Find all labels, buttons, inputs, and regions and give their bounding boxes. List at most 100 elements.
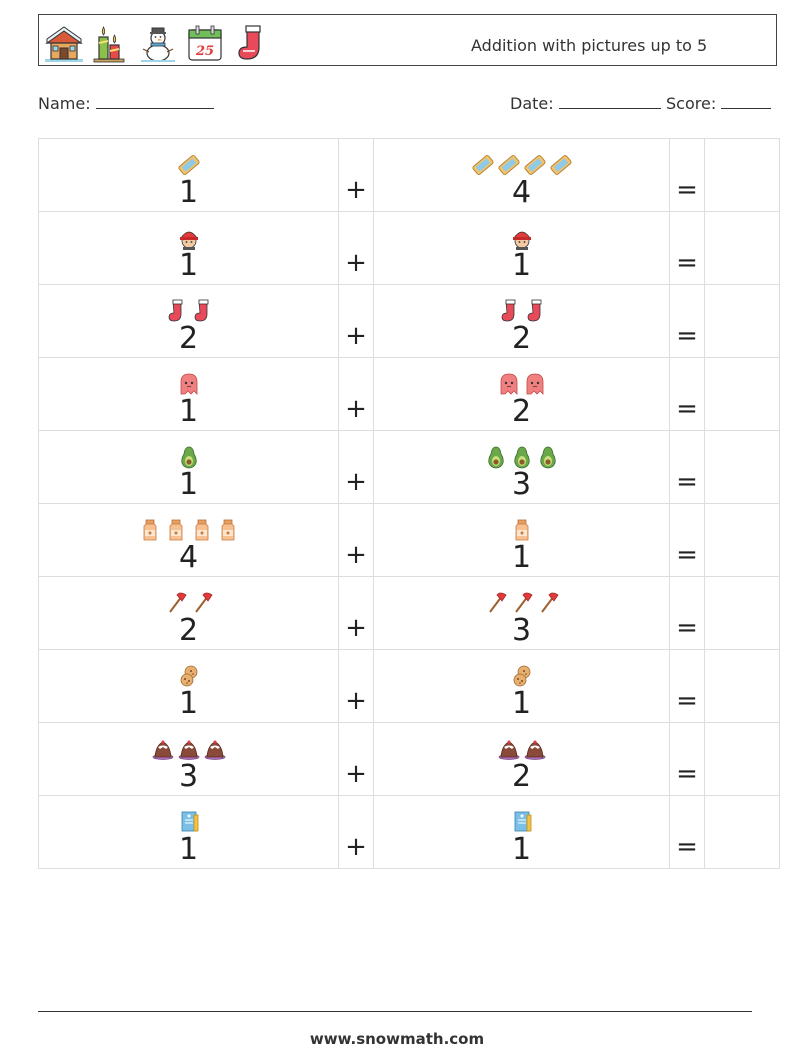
picture-group: [498, 735, 546, 761]
milk-bottle-icon: [169, 519, 182, 541]
equals-sign: =: [676, 832, 698, 862]
left-number: 2: [178, 321, 199, 356]
answer-cell[interactable]: [704, 795, 780, 869]
problem-row: 1 +2 =: [38, 357, 780, 431]
avocado-icon: [513, 446, 530, 469]
stocking-icon: [168, 299, 182, 322]
right-number: 1: [511, 248, 532, 283]
left-operand-cell: 1: [38, 649, 339, 723]
equals-sign: =: [676, 613, 698, 643]
name-field: Name:: [38, 94, 214, 113]
date-blank[interactable]: [558, 94, 661, 109]
picture-group: [178, 662, 200, 688]
axe-icon: [514, 592, 533, 613]
name-blank[interactable]: [95, 94, 214, 109]
right-operand-cell: 2: [373, 284, 670, 358]
cookies-icon: [180, 665, 197, 687]
right-operand-cell: 3: [373, 430, 670, 504]
candles-icon: [93, 26, 125, 63]
ticket-icon: [177, 155, 200, 175]
axe-icon: [488, 592, 507, 613]
equals-cell: =: [669, 284, 705, 358]
picture-group: [511, 662, 533, 688]
picture-group: [485, 589, 559, 615]
answer-cell[interactable]: [704, 503, 780, 577]
equals-sign: =: [676, 394, 698, 424]
left-number: 1: [178, 686, 199, 721]
left-number: 4: [178, 540, 199, 575]
plus-cell: +: [338, 649, 374, 723]
stocking-icon: [527, 299, 541, 322]
right-number: 1: [511, 832, 532, 867]
left-number: 1: [178, 175, 199, 210]
svg-text:25: 25: [195, 44, 214, 59]
answer-cell[interactable]: [704, 576, 780, 650]
right-operand-cell: 1: [373, 503, 670, 577]
problems-table: 1 +4 = 1 +1 = 2 +2 = 1 +2 = 1 +3 = 4 +1 = 2 +3 = 1 +1 = 3 +2 = 1 +1 =: [38, 138, 780, 869]
picture-group: [485, 443, 559, 469]
plus-sign: +: [345, 394, 367, 424]
left-number: 3: [178, 759, 199, 794]
answer-cell[interactable]: [704, 430, 780, 504]
plus-cell: +: [338, 211, 374, 285]
avocado-icon: [539, 446, 556, 469]
picture-group: [178, 808, 200, 834]
equals-cell: =: [669, 211, 705, 285]
problem-row: 2 +3 =: [38, 576, 780, 650]
answer-cell[interactable]: [704, 722, 780, 796]
picture-group: [498, 370, 546, 396]
right-number: 2: [511, 321, 532, 356]
axe-icon: [540, 592, 559, 613]
equals-cell: =: [669, 576, 705, 650]
footer-divider: [38, 1011, 752, 1012]
left-operand-cell: 4: [38, 503, 339, 577]
plus-cell: +: [338, 795, 374, 869]
answer-cell[interactable]: [704, 211, 780, 285]
header-icons: 25: [45, 23, 271, 63]
right-operand-cell: 1: [373, 211, 670, 285]
answer-cell[interactable]: [704, 138, 780, 212]
picture-group: [511, 516, 533, 542]
plus-cell: +: [338, 357, 374, 431]
left-operand-cell: 3: [38, 722, 339, 796]
right-number: 3: [511, 467, 532, 502]
plus-sign: +: [345, 540, 367, 570]
footer-url: www.snowmath.com: [309, 1030, 485, 1048]
equals-cell: =: [669, 357, 705, 431]
milk-bottle-icon: [221, 519, 234, 541]
ticket-icon: [497, 155, 520, 175]
date-label: Date:: [510, 94, 554, 113]
ghost-icon: [526, 373, 543, 395]
firefighter-icon: [512, 231, 531, 250]
plus-sign: +: [345, 175, 367, 205]
plus-cell: +: [338, 503, 374, 577]
answer-cell[interactable]: [704, 649, 780, 723]
calendar-25-icon: 25: [188, 25, 222, 61]
picture-group: [471, 151, 572, 177]
plus-cell: +: [338, 138, 374, 212]
snowman-icon: [141, 27, 175, 62]
book-icon: [181, 811, 198, 832]
right-operand-cell: 2: [373, 722, 670, 796]
picture-group: [178, 224, 200, 250]
date-field: Date:: [510, 94, 661, 113]
equals-sign: =: [676, 248, 698, 278]
firefighter-icon: [179, 231, 198, 250]
plus-cell: +: [338, 284, 374, 358]
stocking-icon: [501, 299, 515, 322]
right-operand-cell: 1: [373, 795, 670, 869]
stocking-icon: [194, 299, 208, 322]
avocado-icon: [487, 446, 504, 469]
avocado-icon: [180, 446, 197, 469]
right-number: 1: [511, 686, 532, 721]
equals-cell: =: [669, 430, 705, 504]
score-blank[interactable]: [721, 94, 772, 109]
right-operand-cell: 2: [373, 357, 670, 431]
answer-cell[interactable]: [704, 284, 780, 358]
problem-row: 1 +1 =: [38, 211, 780, 285]
milk-bottle-icon: [143, 519, 156, 541]
right-number: 4: [511, 175, 532, 210]
answer-cell[interactable]: [704, 357, 780, 431]
pudding-icon: [178, 740, 199, 760]
problem-row: 3 +2 =: [38, 722, 780, 796]
